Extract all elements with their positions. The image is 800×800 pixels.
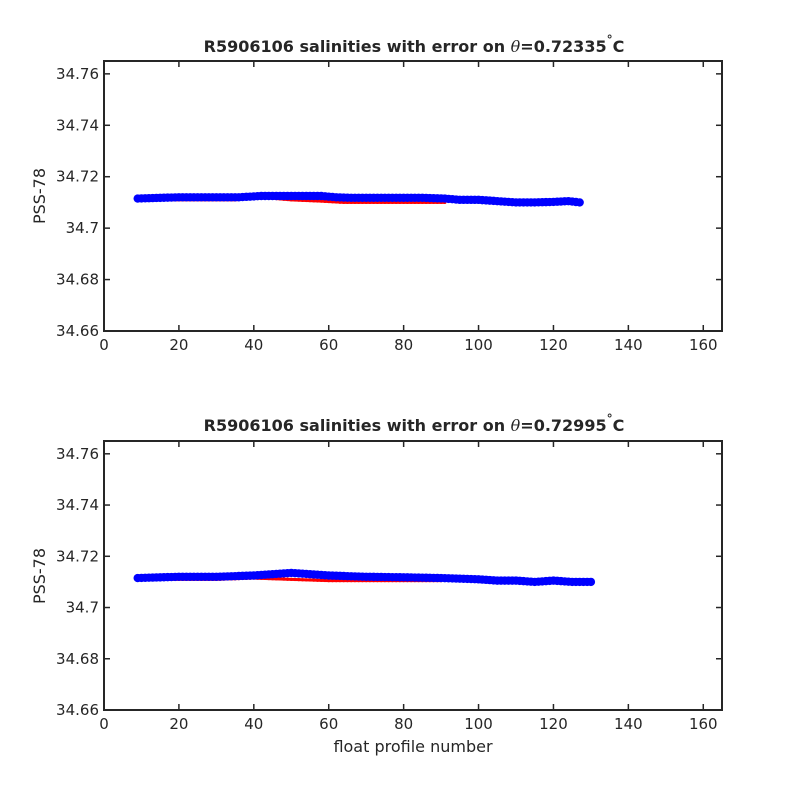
- subplot-2: R5906106 salinities with error on θ=0.72…: [30, 412, 723, 756]
- subplot-2-plot-area: 0 20 40 60 80 100 120 140 160 34.66 34.68 34.7 34.72…: [56, 440, 723, 733]
- subplot-1-title-degree: °: [607, 33, 613, 47]
- subplot-1-mapped-point: [319, 199, 323, 203]
- subplot-1-axes-frame: [103, 60, 723, 332]
- subplot-1-x-tick-label: 40: [244, 336, 263, 354]
- subplot-1-x-tick-label: 80: [394, 336, 413, 354]
- subplot-2-title-unit: C: [613, 416, 625, 435]
- subplot-2-x-tick-label: 20: [169, 715, 188, 733]
- subplot-1-plot-area: 0 20 40 60 80 100 120 140 160 34.66 34.68 34.7 34.72…: [56, 60, 723, 354]
- subplot-1-y-tick-label: 34.68: [56, 271, 99, 289]
- subplot-1-x-tick-label: 100: [464, 336, 493, 354]
- subplot-2-y-tick-label: 34.76: [56, 445, 99, 463]
- subplot-1-mapped-point: [315, 199, 320, 203]
- subplot-2-y-tick-label: 34.74: [56, 496, 99, 514]
- subplot-1-x-tick-label: 20: [169, 336, 188, 354]
- subplot-2-mapped-point: [330, 579, 335, 583]
- subplot-1-y-tick-label: 34.74: [56, 116, 99, 134]
- subplot-2-axes-frame: [103, 440, 723, 711]
- subplot-2-x-tick-label: 160: [689, 715, 718, 733]
- subplot-1: R5906106 salinities with error on θ=0.72…: [30, 33, 723, 354]
- subplot-2-title-value: =0.72995: [520, 416, 606, 435]
- subplot-1-title-prefix: R5906106 salinities with error on: [204, 37, 511, 56]
- subplot-2-mapped-point: [323, 578, 327, 583]
- subplot-2-mapped-point: [304, 578, 308, 582]
- subplot-2-x-tick-label: 120: [539, 715, 568, 733]
- subplot-2-y-tick-label: 34.72: [56, 547, 99, 565]
- subplot-1-x-tick-label: 160: [689, 336, 718, 354]
- subplot-1-y-tick-label: 34.7: [66, 219, 99, 237]
- subplot-2-float-point: [586, 577, 596, 587]
- subplot-1-title-theta: θ: [511, 37, 521, 56]
- subplot-2-mapped-point: [327, 579, 331, 583]
- subplot-2-mapped-point: [285, 577, 290, 581]
- subplot-1-mapped-point: [323, 199, 327, 203]
- subplot-2-mapped-point: [312, 578, 316, 582]
- subplot-2-mapped-point: [293, 577, 297, 582]
- subplot-2-x-tick-label: 140: [614, 715, 643, 733]
- subplot-1-float-point: [575, 198, 584, 207]
- subplot-2-x-tick-label: 100: [464, 715, 493, 733]
- subplot-2-title-degree: °: [607, 412, 613, 426]
- subplot-1-y-tick-label: 34.76: [56, 65, 99, 83]
- subplot-2-y-tick-label: 34.66: [56, 701, 99, 719]
- subplot-1-y-tick-label: 34.72: [56, 168, 99, 186]
- subplot-2-mapped-point: [308, 578, 312, 582]
- subplot-1-x-tick-label: 120: [539, 336, 568, 354]
- subplot-1-title: R5906106 salinities with error on θ=0.72…: [204, 33, 625, 56]
- subplot-2-x-tick-label: 40: [244, 715, 263, 733]
- subplot-2-series-float: [133, 568, 596, 587]
- subplot-2-mapped-point: [297, 577, 301, 582]
- subplot-2-x-tick-label: 0: [99, 715, 109, 733]
- subplot-2-x-tick-label: 80: [394, 715, 413, 733]
- subplot-1-mapped-point: [327, 199, 331, 204]
- subplot-2-mapped-point: [319, 578, 323, 582]
- subplot-1-title-value: =0.72335: [520, 37, 606, 56]
- subplot-2-x-tick-label: 60: [319, 715, 338, 733]
- subplot-2-x-axis-label: float profile number: [333, 737, 493, 756]
- subplot-1-title-unit: C: [613, 37, 625, 56]
- subplot-2-title-theta: θ: [511, 416, 521, 435]
- subplot-1-x-tick-label: 140: [614, 336, 643, 354]
- subplot-2-y-axis-label: PSS-78: [30, 548, 49, 604]
- subplot-2-mapped-point: [278, 577, 282, 581]
- subplot-2-mapped-point: [300, 578, 305, 582]
- subplot-1-x-tick-label: 60: [319, 336, 338, 354]
- subplot-2-mapped-point: [315, 578, 320, 582]
- subplot-1-y-axis-label: PSS-78: [30, 168, 49, 224]
- subplot-2-mapped-point: [282, 577, 286, 581]
- subplot-2-y-tick-label: 34.7: [66, 599, 99, 617]
- subplot-2-title-prefix: R5906106 salinities with error on: [204, 416, 511, 435]
- subplot-1-y-tick-label: 34.66: [56, 322, 99, 340]
- subplot-2-y-tick-label: 34.68: [56, 650, 99, 668]
- subplot-2-title: R5906106 salinities with error on θ=0.72…: [204, 412, 625, 435]
- subplot-2-mapped-point: [289, 577, 293, 581]
- subplot-1-x-tick-label: 0: [99, 336, 109, 354]
- subplot-1-series-float: [133, 191, 584, 207]
